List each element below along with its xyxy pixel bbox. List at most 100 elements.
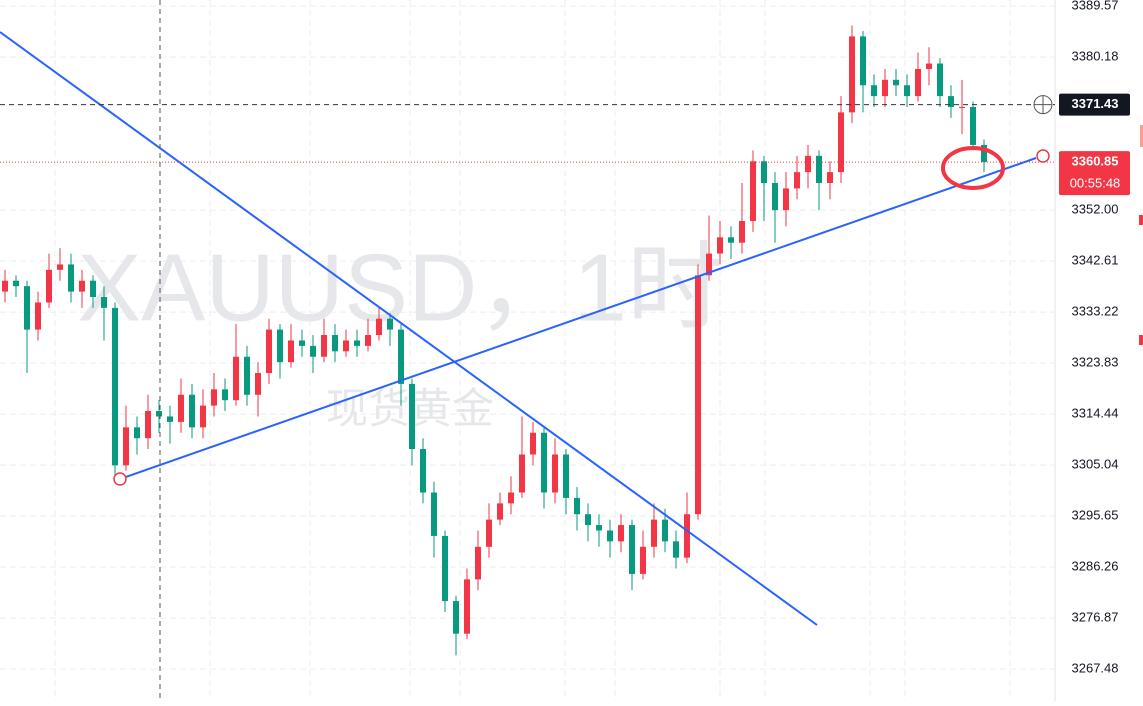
candle-body [695,275,701,515]
countdown: 00:55:48 [1070,176,1121,191]
candle-body [596,525,602,531]
candle-body [981,144,987,163]
candle-body [794,172,800,189]
candle-body [255,373,261,395]
candle-body [332,335,338,352]
candle-body [233,356,239,401]
candle-body [365,335,371,346]
y-tick-label: 3380.18 [1072,49,1119,64]
candle-body [607,530,613,542]
candle-body [915,68,921,97]
candle-body [200,405,206,428]
candle-body [629,525,635,574]
anchor-point [113,472,127,486]
y-tick-label: 3276.87 [1072,610,1119,625]
candle-body [552,454,558,493]
candle-body [816,155,822,183]
y-tick-label: 3352.00 [1072,202,1119,217]
side-marker [1139,335,1143,345]
candle-body [871,85,877,97]
crosshair-label-box [1059,93,1130,116]
candle-body [178,394,184,422]
candle-body [475,546,481,580]
y-tick-label: 3342.61 [1072,253,1119,268]
candle-body [343,340,349,352]
candle-body [431,492,437,536]
candle-body [420,449,426,493]
candle-body [387,318,393,330]
y-tick-label: 3323.83 [1072,355,1119,370]
candle-body [464,579,470,634]
anchor-point [1036,149,1050,163]
y-tick-label: 3267.48 [1072,661,1119,676]
candle-body [277,329,283,363]
candle-body [662,519,668,542]
candle-body [585,514,591,526]
candle-body [79,280,85,292]
candle-body [838,112,844,173]
candle-body [805,155,811,173]
candle-body [442,535,448,602]
candle-body [189,394,195,428]
candle-body [266,329,272,374]
candle-body [959,106,965,108]
candles [2,25,987,656]
candle-body [101,297,107,308]
trend-line [119,157,1037,480]
candle-body [156,411,162,417]
candle-body [453,601,459,634]
y-tick-label: 3389.57 [1072,0,1119,13]
side-marker [1139,215,1143,225]
candle-body [750,161,756,221]
candle-body [651,519,657,547]
candle-body [530,432,536,455]
candle-body [244,356,250,395]
candle-body [519,454,525,493]
candle-body [761,161,767,183]
candle-body [486,519,492,547]
candle-body [772,182,778,211]
candle-body [13,280,19,287]
candle-body [112,307,118,466]
candle-body [167,416,173,422]
candle-body [46,269,52,303]
candle-body [574,497,580,515]
last-price-box [1059,151,1130,196]
candle-body [860,36,866,86]
candle-body [783,188,789,211]
candle-body [684,514,690,558]
candle-body [717,237,723,254]
grid [0,0,1055,701]
crosshair-label: 3371.43 [1072,96,1119,111]
candle-body [90,280,96,298]
y-tick-label: 3295.65 [1072,508,1119,523]
candle-body [706,253,712,276]
candle-body [376,318,382,336]
candle-body [618,525,624,542]
candle-body [893,79,899,86]
candle-body [24,286,30,330]
candle-body [541,432,547,493]
y-tick-label: 3314.44 [1072,406,1119,421]
candle-body [123,427,129,466]
candle-body [948,96,954,107]
candle-body [673,541,679,558]
candle-body [2,280,8,292]
candle-body [68,264,74,292]
highlight-circle [941,146,1005,190]
candle-body [299,340,305,346]
candle-body [926,63,932,69]
y-tick-label: 3333.22 [1072,304,1119,319]
candle-body [310,345,316,357]
y-tick-label: 3305.04 [1072,457,1119,472]
candle-body [35,302,41,330]
candle-body [497,503,503,520]
candle-body [827,172,833,183]
candle-body [739,220,745,243]
candle-body [57,264,63,270]
candle-body [849,36,855,113]
candle-body [904,85,910,97]
candle-body [288,340,294,363]
